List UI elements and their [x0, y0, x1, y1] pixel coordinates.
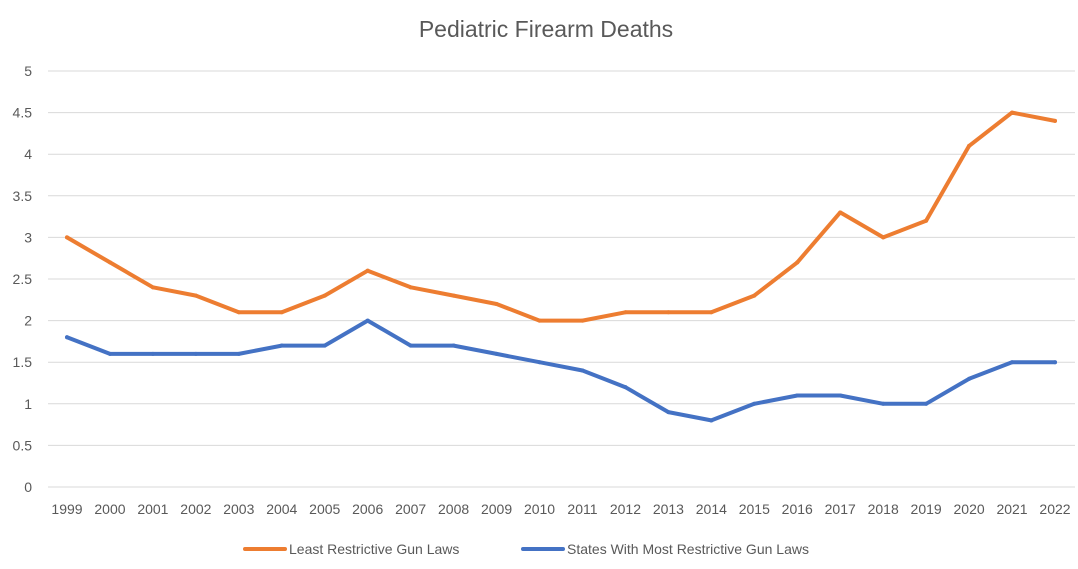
data-point — [881, 235, 886, 240]
data-point — [795, 260, 800, 265]
x-tick-label: 2002 — [180, 501, 211, 517]
x-tick-label: 2001 — [137, 501, 168, 517]
data-point — [1053, 118, 1057, 123]
x-tick-label: 2022 — [1039, 501, 1070, 517]
x-tick-label: 2020 — [954, 501, 985, 517]
x-tick-label: 2019 — [911, 501, 942, 517]
legend-label: Least Restrictive Gun Laws — [289, 541, 459, 557]
x-tick-label: 1999 — [51, 501, 82, 517]
data-point — [150, 351, 155, 356]
data-point — [537, 318, 542, 323]
data-point — [709, 310, 714, 315]
series-points-least-restrictive — [65, 110, 1057, 323]
data-point — [279, 343, 284, 348]
data-point — [451, 293, 456, 298]
x-tick-label: 2013 — [653, 501, 684, 517]
x-tick-label: 2021 — [996, 501, 1027, 517]
data-point — [1010, 360, 1015, 365]
y-tick-label: 4 — [24, 146, 32, 162]
x-axis-tick-labels: 1999 2000 2001 2002 2003 2004 2005 2006 2007 2008… — [51, 501, 1070, 517]
data-point — [408, 285, 413, 290]
data-point — [279, 310, 284, 315]
x-tick-label: 2012 — [610, 501, 641, 517]
data-point — [322, 293, 327, 298]
data-point — [408, 343, 413, 348]
x-tick-label: 2004 — [266, 501, 297, 517]
x-tick-label: 2018 — [868, 501, 899, 517]
x-tick-label: 2010 — [524, 501, 555, 517]
data-point — [365, 318, 370, 323]
x-tick-label: 2007 — [395, 501, 426, 517]
y-axis-tick-labels: 0 0.5 1 1.5 2 2.5 3 3.5 4 4.5 5 — [13, 63, 33, 495]
y-tick-label: 5 — [24, 63, 32, 79]
data-point — [537, 360, 542, 365]
series-points-most-restrictive — [65, 318, 1057, 423]
data-point — [623, 385, 628, 390]
x-tick-label: 2005 — [309, 501, 340, 517]
data-point — [580, 318, 585, 323]
y-tick-label: 1 — [24, 396, 32, 412]
data-point — [1010, 110, 1015, 115]
legend-item-least-restrictive: Least Restrictive Gun Laws — [243, 541, 459, 557]
x-tick-label: 2015 — [739, 501, 770, 517]
data-point — [580, 368, 585, 373]
data-point — [924, 401, 929, 406]
y-tick-label: 3.5 — [13, 188, 33, 204]
x-tick-label: 2009 — [481, 501, 512, 517]
data-point — [451, 343, 456, 348]
x-tick-label: 2006 — [352, 501, 383, 517]
y-tick-label: 4.5 — [13, 105, 33, 121]
data-point — [236, 351, 241, 356]
data-point — [881, 401, 886, 406]
data-point — [838, 210, 843, 215]
data-point — [65, 235, 69, 240]
data-point — [924, 218, 929, 223]
data-point — [967, 376, 972, 381]
data-point — [752, 401, 757, 406]
data-point — [322, 343, 327, 348]
y-tick-label: 1.5 — [13, 354, 33, 370]
data-point — [494, 301, 499, 306]
data-point — [365, 268, 370, 273]
x-tick-label: 2000 — [94, 501, 125, 517]
data-point — [65, 335, 69, 340]
series-line-least-restrictive — [65, 110, 1057, 323]
chart-title: Pediatric Firearm Deaths — [419, 16, 673, 42]
data-point — [150, 285, 155, 290]
y-tick-label: 3 — [24, 229, 32, 245]
y-tick-label: 0 — [24, 479, 32, 495]
x-tick-label: 2014 — [696, 501, 727, 517]
x-tick-label: 2016 — [782, 501, 813, 517]
data-point — [193, 351, 198, 356]
series-lines — [65, 110, 1057, 423]
data-point — [666, 310, 671, 315]
data-point — [193, 293, 198, 298]
data-point — [709, 418, 714, 423]
x-tick-label: 2008 — [438, 501, 469, 517]
data-point — [752, 293, 757, 298]
x-tick-label: 2011 — [567, 501, 597, 517]
data-point — [236, 310, 241, 315]
data-point — [107, 260, 112, 265]
data-point — [623, 310, 628, 315]
gridlines — [48, 70, 1075, 488]
x-tick-label: 2017 — [825, 501, 856, 517]
x-tick-label: 2003 — [223, 501, 254, 517]
series-line-most-restrictive — [65, 318, 1057, 423]
data-point — [107, 351, 112, 356]
data-point — [1053, 360, 1057, 365]
y-tick-label: 2 — [24, 313, 32, 329]
y-tick-label: 0.5 — [13, 437, 33, 453]
legend-label: States With Most Restrictive Gun Laws — [567, 541, 809, 557]
data-point — [967, 143, 972, 148]
y-tick-label: 2.5 — [13, 271, 33, 287]
data-point — [795, 393, 800, 398]
data-point — [666, 410, 671, 415]
data-point — [494, 351, 499, 356]
legend-item-most-restrictive: States With Most Restrictive Gun Laws — [521, 541, 809, 557]
data-point — [838, 393, 843, 398]
legend: Least Restrictive Gun Laws States With Mo… — [243, 541, 809, 557]
